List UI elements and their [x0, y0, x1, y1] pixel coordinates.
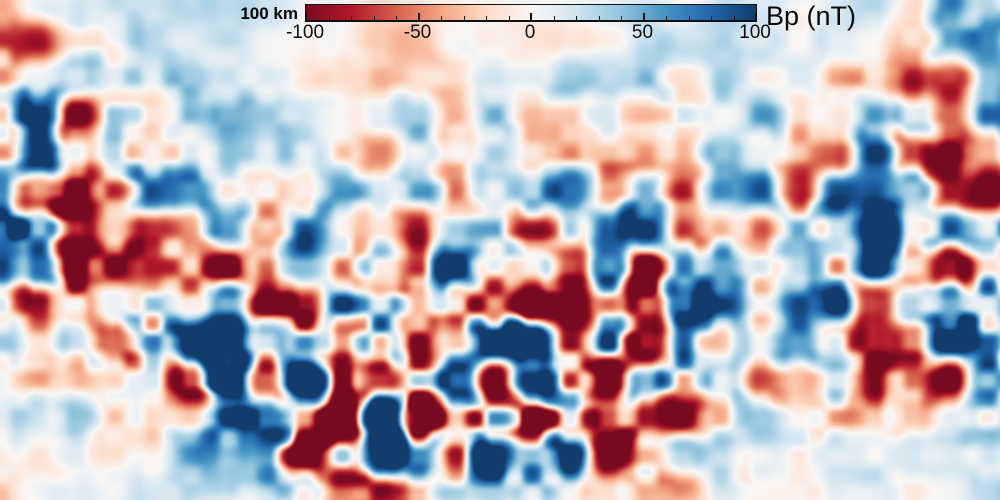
- colorbar-minor-tick: [486, 16, 487, 20]
- colorbar-minor-tick: [711, 16, 712, 20]
- colorbar-minor-tick: [441, 16, 442, 20]
- altitude-label: 100 km: [240, 4, 298, 23]
- colorbar-major-tick: [530, 13, 532, 20]
- colorbar-major-tick: [755, 13, 757, 20]
- colorbar-title: Bp (nT): [766, 1, 857, 31]
- colorbar-minor-tick: [576, 16, 577, 20]
- colorbar-minor-tick: [463, 16, 465, 20]
- colorbar-minor-tick: [666, 16, 667, 20]
- colorbar-minor-tick: [553, 16, 555, 20]
- colorbar-minor-tick: [598, 16, 600, 20]
- colorbar-tick-label: 100: [739, 22, 771, 43]
- colorbar-minor-tick: [328, 16, 330, 20]
- colorbar-minor-tick: [351, 16, 352, 20]
- colorbar-tick-label: 0: [524, 22, 536, 43]
- colorbar-tick-labels: -100 -50 0 50 100: [286, 22, 771, 44]
- colorbar-major-tick: [305, 13, 307, 20]
- colorbar-minor-tick: [396, 16, 397, 20]
- colorbar-minor-tick: [508, 16, 510, 20]
- colorbar-tick-label: 50: [631, 22, 654, 43]
- colorbar-major-tick: [417, 13, 420, 20]
- colorbar-minor-tick: [733, 16, 735, 20]
- colorbar-major-tick: [642, 13, 645, 20]
- colorbar: [305, 4, 757, 22]
- colorbar-tick-label: -100: [285, 22, 325, 43]
- colorbar-minor-tick: [621, 16, 622, 20]
- colorbar-tick-label: -50: [403, 22, 432, 43]
- colorbar-minor-tick: [373, 16, 375, 20]
- colorbar-minor-tick: [688, 16, 690, 20]
